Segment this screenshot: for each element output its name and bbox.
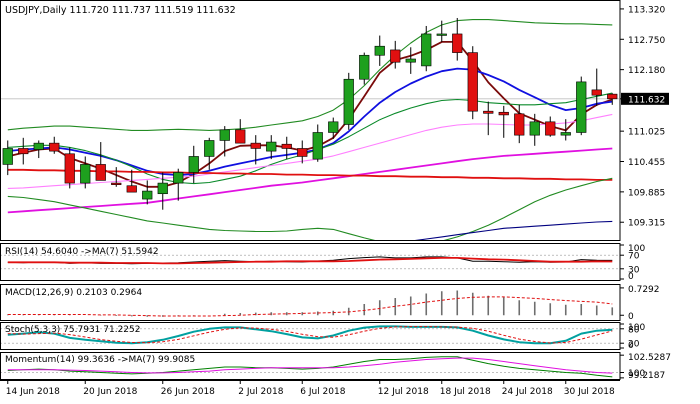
macd-signal-line [7,296,613,317]
y-tick-label: 80 [628,325,640,335]
current-price-marker [621,92,669,105]
stoch-main-line [7,325,613,345]
y-tick-label: 109.885 [628,188,665,198]
pane-frame-mom [0,352,621,380]
overlay-ma-navy [414,220,613,240]
candle-body[interactable] [529,121,540,136]
candle-body[interactable] [297,148,308,157]
candle-body[interactable] [173,172,184,184]
rsi-series-ma [7,256,613,265]
y-tick-label: 102.5287 [628,353,671,363]
momentum-label: Momentum(14) 99.3636 ->MA(7) 99.9085 [5,355,195,365]
y-tick-label: 112.180 [628,66,665,76]
x-tick-label: 2 Jul 2018 [238,387,283,397]
candle-body[interactable] [219,129,230,141]
pane-frame-price [0,0,621,241]
candle-body[interactable] [483,110,494,114]
y-tick-label: 70 [628,252,640,262]
candle-body[interactable] [452,33,463,53]
current-price-label: 111.632 [628,95,665,105]
candle-body[interactable] [281,143,292,149]
mom-series-main [7,356,613,378]
mom-series-ma [7,357,613,374]
candle-body[interactable] [2,148,13,165]
candle-body[interactable] [514,113,525,136]
candle-body[interactable] [421,33,432,67]
y-tick-label: 20 [628,340,640,350]
overlay-ma-red [7,168,613,181]
y-tick-label: 110.455 [628,158,665,168]
overlay-ma-magenta [7,147,613,214]
macd-label: MACD(12,26,9) 0.2103 0.2964 [5,288,142,298]
candle-body[interactable] [390,49,401,63]
candle-body[interactable] [374,45,385,56]
candle-body[interactable] [576,81,587,133]
candle-body[interactable] [235,129,246,144]
y-tick-label: 0 [628,341,634,351]
candle-body[interactable] [436,33,447,36]
candle-body[interactable] [607,93,618,100]
rsi-label: RSI(14) 54.6040 ->MA(7) 51.5942 [5,247,159,257]
chart-header-label: USDJPY,Daily 111.720 111.737 111.519 111… [5,5,236,16]
candle-body[interactable] [359,54,370,80]
overlay-ma-green [7,92,613,185]
y-tick-label: 99.2187 [628,371,665,381]
candle-body[interactable] [18,148,29,155]
y-tick-label: 113.320 [628,5,665,15]
candle-body[interactable] [49,142,60,152]
candle-body[interactable] [188,156,199,173]
pane-frame-rsi [0,243,621,281]
candle-body[interactable] [266,141,277,152]
stoch-signal-line [7,326,613,344]
candle-body[interactable] [498,111,509,116]
candle-body[interactable] [312,132,323,160]
pane-frame-stoch [0,322,621,350]
candle-body[interactable] [591,89,602,96]
overlay-ma-pink [7,113,613,189]
x-tick-label: 14 Jun 2018 [6,387,60,397]
candle-body[interactable] [95,164,106,181]
y-tick-label: 109.315 [628,219,665,229]
overlay-bollinger-upper [7,19,613,131]
candle-body[interactable] [328,121,339,133]
x-tick-label: 26 Jun 2018 [161,387,215,397]
x-tick-label: 12 Jul 2018 [378,387,429,397]
stoch-label: Stoch(5,3,3) 75.7931 71.2252 [5,325,140,335]
y-tick-label: 100 [628,369,645,379]
candle-body[interactable] [126,185,137,193]
y-tick-label: 0 [628,272,634,282]
candle-body[interactable] [80,164,91,184]
candle-body[interactable] [545,121,556,136]
x-tick-label: 20 Jun 2018 [83,387,137,397]
overlay-bollinger-lower [7,177,613,240]
candle-body[interactable] [343,78,354,125]
x-tick-label: 18 Jul 2018 [440,387,491,397]
pane-frame-macd [0,284,621,321]
y-tick-label: 30 [628,265,640,275]
candle-body[interactable] [157,182,168,195]
y-tick-label: 112.750 [628,36,665,46]
x-tick-label: 6 Jul 2018 [300,387,345,397]
candle-body[interactable] [142,190,153,200]
y-tick-label: 111.025 [628,128,665,138]
x-tick-label: 30 Jul 2018 [564,387,615,397]
y-tick-label: 0.7292 [628,285,660,295]
y-tick-label: 0 [628,312,634,322]
candle-body[interactable] [405,58,416,63]
y-tick-label: 100 [628,244,645,254]
y-tick-label: 100 [628,323,645,333]
candle-body[interactable] [64,153,75,184]
candle-body[interactable] [111,182,122,185]
candle-body[interactable] [467,52,478,112]
candle-body[interactable] [204,140,215,157]
candle-body[interactable] [250,142,261,149]
candle-body[interactable] [33,142,44,150]
candle-body[interactable] [560,132,571,136]
x-tick-label: 24 Jul 2018 [502,387,553,397]
